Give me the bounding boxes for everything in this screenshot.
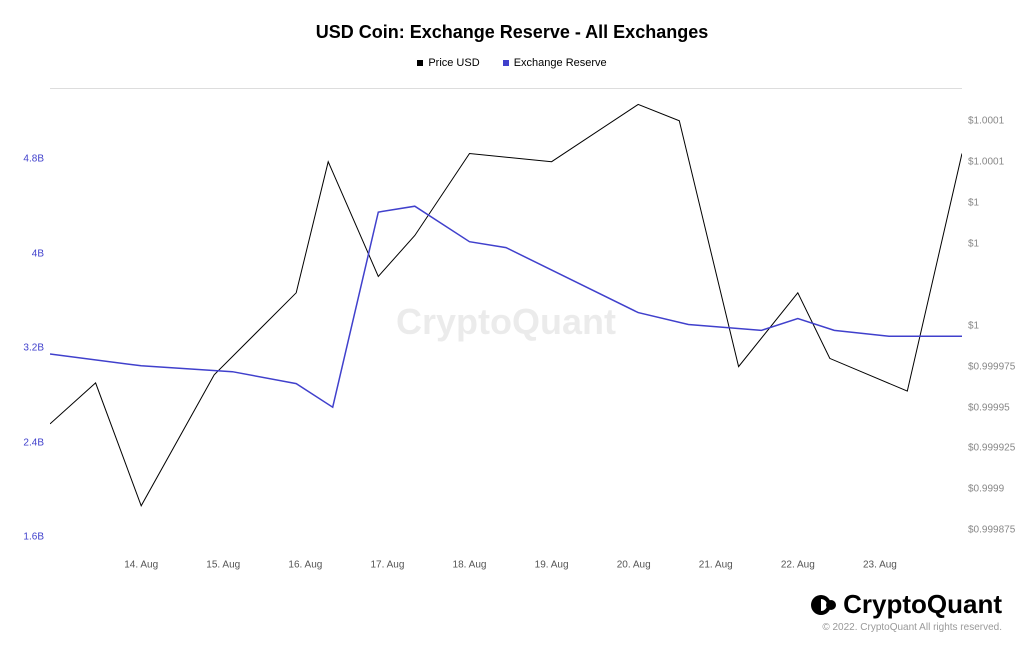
- plot-area: CryptoQuant 1.6B2.4B3.2B4B4.8B$0.999875$…: [50, 88, 962, 555]
- x-tick: 23. Aug: [863, 559, 897, 570]
- x-tick: 17. Aug: [370, 559, 404, 570]
- brand-icon: [809, 593, 837, 617]
- y-right-tick: $0.999925: [962, 443, 1015, 454]
- x-tick: 21. Aug: [699, 559, 733, 570]
- x-tick: 18. Aug: [453, 559, 487, 570]
- y-right-tick: $0.99995: [962, 402, 1010, 413]
- chart-legend: Price USD Exchange Reserve: [0, 57, 1024, 69]
- x-tick: 14. Aug: [124, 559, 158, 570]
- line-price-usd: [50, 104, 962, 505]
- y-right-tick: $0.9999: [962, 484, 1004, 495]
- y-left-tick: 3.2B: [23, 343, 50, 354]
- y-left-tick: 4B: [32, 248, 50, 259]
- legend-item-price: Price USD: [417, 57, 479, 69]
- x-tick: 19. Aug: [535, 559, 569, 570]
- x-tick: 22. Aug: [781, 559, 815, 570]
- y-right-tick: $0.999875: [962, 525, 1015, 536]
- y-right-tick: $1: [962, 238, 979, 249]
- x-tick: 16. Aug: [288, 559, 322, 570]
- x-tick: 15. Aug: [206, 559, 240, 570]
- legend-label-reserve: Exchange Reserve: [514, 57, 607, 69]
- x-tick: 20. Aug: [617, 559, 651, 570]
- footer: CryptoQuant © 2022. CryptoQuant All righ…: [809, 589, 1002, 633]
- brand-text: CryptoQuant: [843, 589, 1002, 620]
- y-left-tick: 4.8B: [23, 153, 50, 164]
- y-left-tick: 1.6B: [23, 532, 50, 543]
- legend-label-price: Price USD: [428, 57, 479, 69]
- y-right-tick: $1.0001: [962, 156, 1004, 167]
- chart-title: USD Coin: Exchange Reserve - All Exchang…: [0, 0, 1024, 43]
- y-right-tick: $0.999975: [962, 361, 1015, 372]
- line-exchange-reserve: [50, 206, 962, 407]
- legend-marker-price: [417, 60, 423, 66]
- copyright: © 2022. CryptoQuant All rights reserved.: [809, 622, 1002, 633]
- legend-item-reserve: Exchange Reserve: [503, 57, 607, 69]
- y-right-tick: $1.0001: [962, 115, 1004, 126]
- brand-logo: CryptoQuant: [809, 589, 1002, 620]
- y-right-tick: $1: [962, 320, 979, 331]
- y-right-tick: $1: [962, 197, 979, 208]
- legend-marker-reserve: [503, 60, 509, 66]
- chart-lines-svg: [50, 88, 962, 555]
- chart-container: USD Coin: Exchange Reserve - All Exchang…: [0, 0, 1024, 645]
- y-left-tick: 2.4B: [23, 437, 50, 448]
